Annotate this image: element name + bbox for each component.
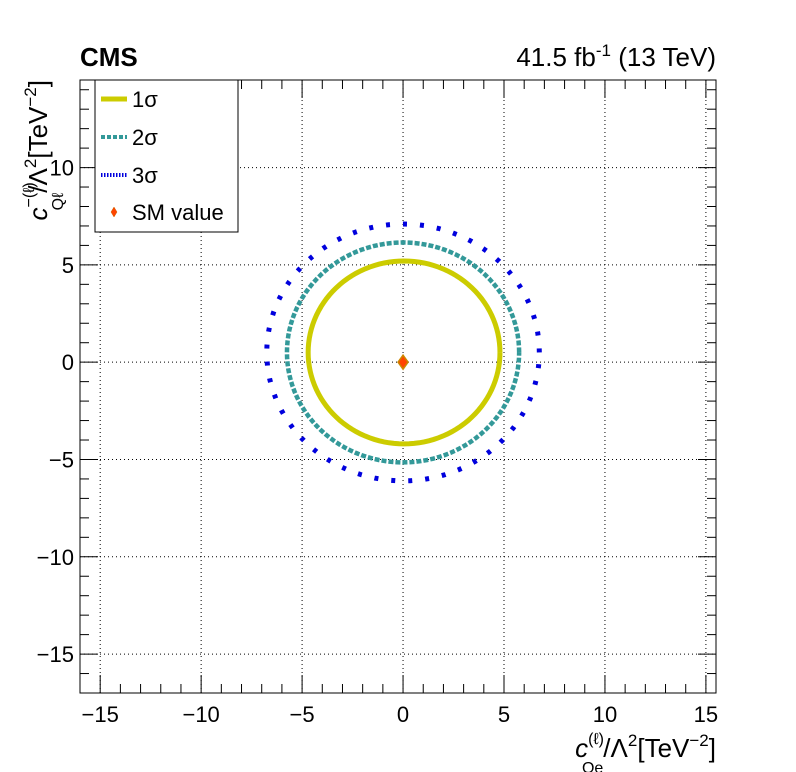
legend-label-2sigma: 2σ [132, 125, 158, 150]
x-tick-label: 0 [397, 702, 409, 727]
legend-label-sm: SM value [132, 200, 224, 225]
experiment-label: CMS [80, 42, 138, 72]
x-axis-title: c(ℓ) Qe/Λ2[TeV−2] [575, 731, 716, 772]
contour-3sigma [264, 221, 542, 484]
y-tick-label: −15 [37, 642, 74, 667]
legend-marker-sm [110, 206, 118, 218]
y-tick-label: 5 [62, 253, 74, 278]
x-tick-label: −15 [82, 702, 119, 727]
x-tick-label: 5 [498, 702, 510, 727]
x-tick-label: −5 [290, 702, 315, 727]
y-axis-title: c−(ℓ) Qℓ/Λ2[TeV−2] [21, 80, 67, 221]
y-tick-label: 0 [62, 350, 74, 375]
y-axis-title-group: c−(ℓ) Qℓ/Λ2[TeV−2] [21, 80, 67, 221]
x-tick-label: 15 [694, 702, 718, 727]
y-tick-label: −10 [37, 545, 74, 570]
sm-point-layer [397, 353, 409, 371]
plot-frame [79, 79, 717, 694]
x-tick-label: −10 [182, 702, 219, 727]
legend-label-1sigma: 1σ [132, 87, 158, 112]
axis-ticks: −15 −10 −5 0 5 10 15 −15 −10 −5 0 5 10 [37, 80, 718, 727]
y-tick-label: 10 [50, 156, 74, 181]
legend-box [94, 79, 239, 233]
contour-1sigma [305, 258, 503, 447]
sm-value-marker [397, 353, 409, 371]
y-tick-label: −5 [49, 447, 74, 472]
legend: 1σ 2σ 3σ SM value [94, 79, 239, 233]
luminosity-label: 41.5 fb-1 (13 TeV) [516, 41, 716, 72]
x-tick-label: 10 [593, 702, 617, 727]
legend-label-3sigma: 3σ [132, 163, 158, 188]
contours [264, 221, 542, 484]
